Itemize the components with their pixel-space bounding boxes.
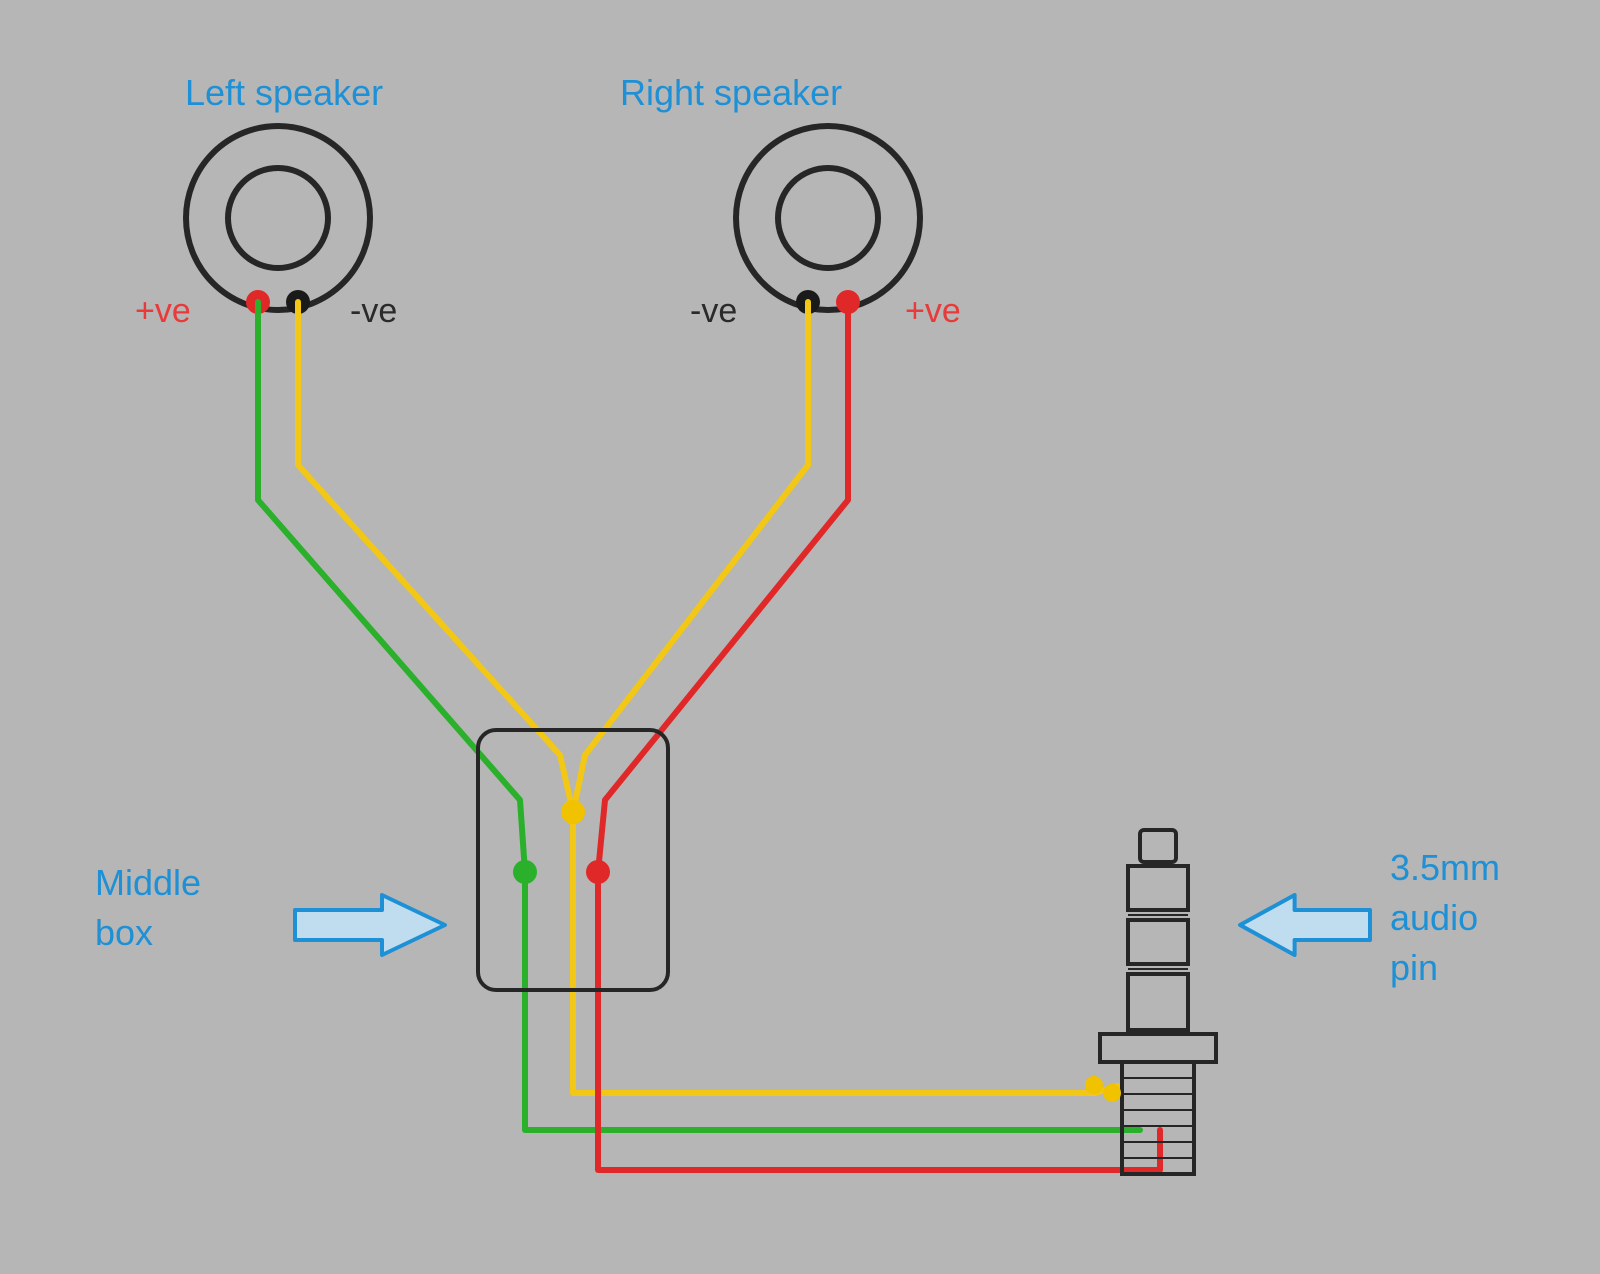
jack-yellow-dot-1 xyxy=(1085,1076,1103,1094)
canvas-bg xyxy=(0,0,1600,1274)
box-node-yellow xyxy=(561,800,585,824)
jack-yellow-dot-2 xyxy=(1103,1084,1121,1102)
right-speaker-title: Right speaker xyxy=(620,72,842,113)
left-neg-label: -ve xyxy=(350,292,397,330)
right-neg-label: -ve xyxy=(690,292,737,330)
jack-label-l1: 3.5mm xyxy=(1390,847,1500,888)
left-pos-label: +ve xyxy=(135,292,191,330)
middle-box-label-l1: Middle xyxy=(95,862,201,903)
middle-box-label-l2: box xyxy=(95,912,153,953)
left-speaker-title: Left speaker xyxy=(185,72,383,113)
jack-label-l2: audio xyxy=(1390,897,1478,938)
right-pos-label: +ve xyxy=(905,292,961,330)
box-node-green xyxy=(513,860,537,884)
jack-label-l3: pin xyxy=(1390,947,1438,988)
box-node-red xyxy=(586,860,610,884)
